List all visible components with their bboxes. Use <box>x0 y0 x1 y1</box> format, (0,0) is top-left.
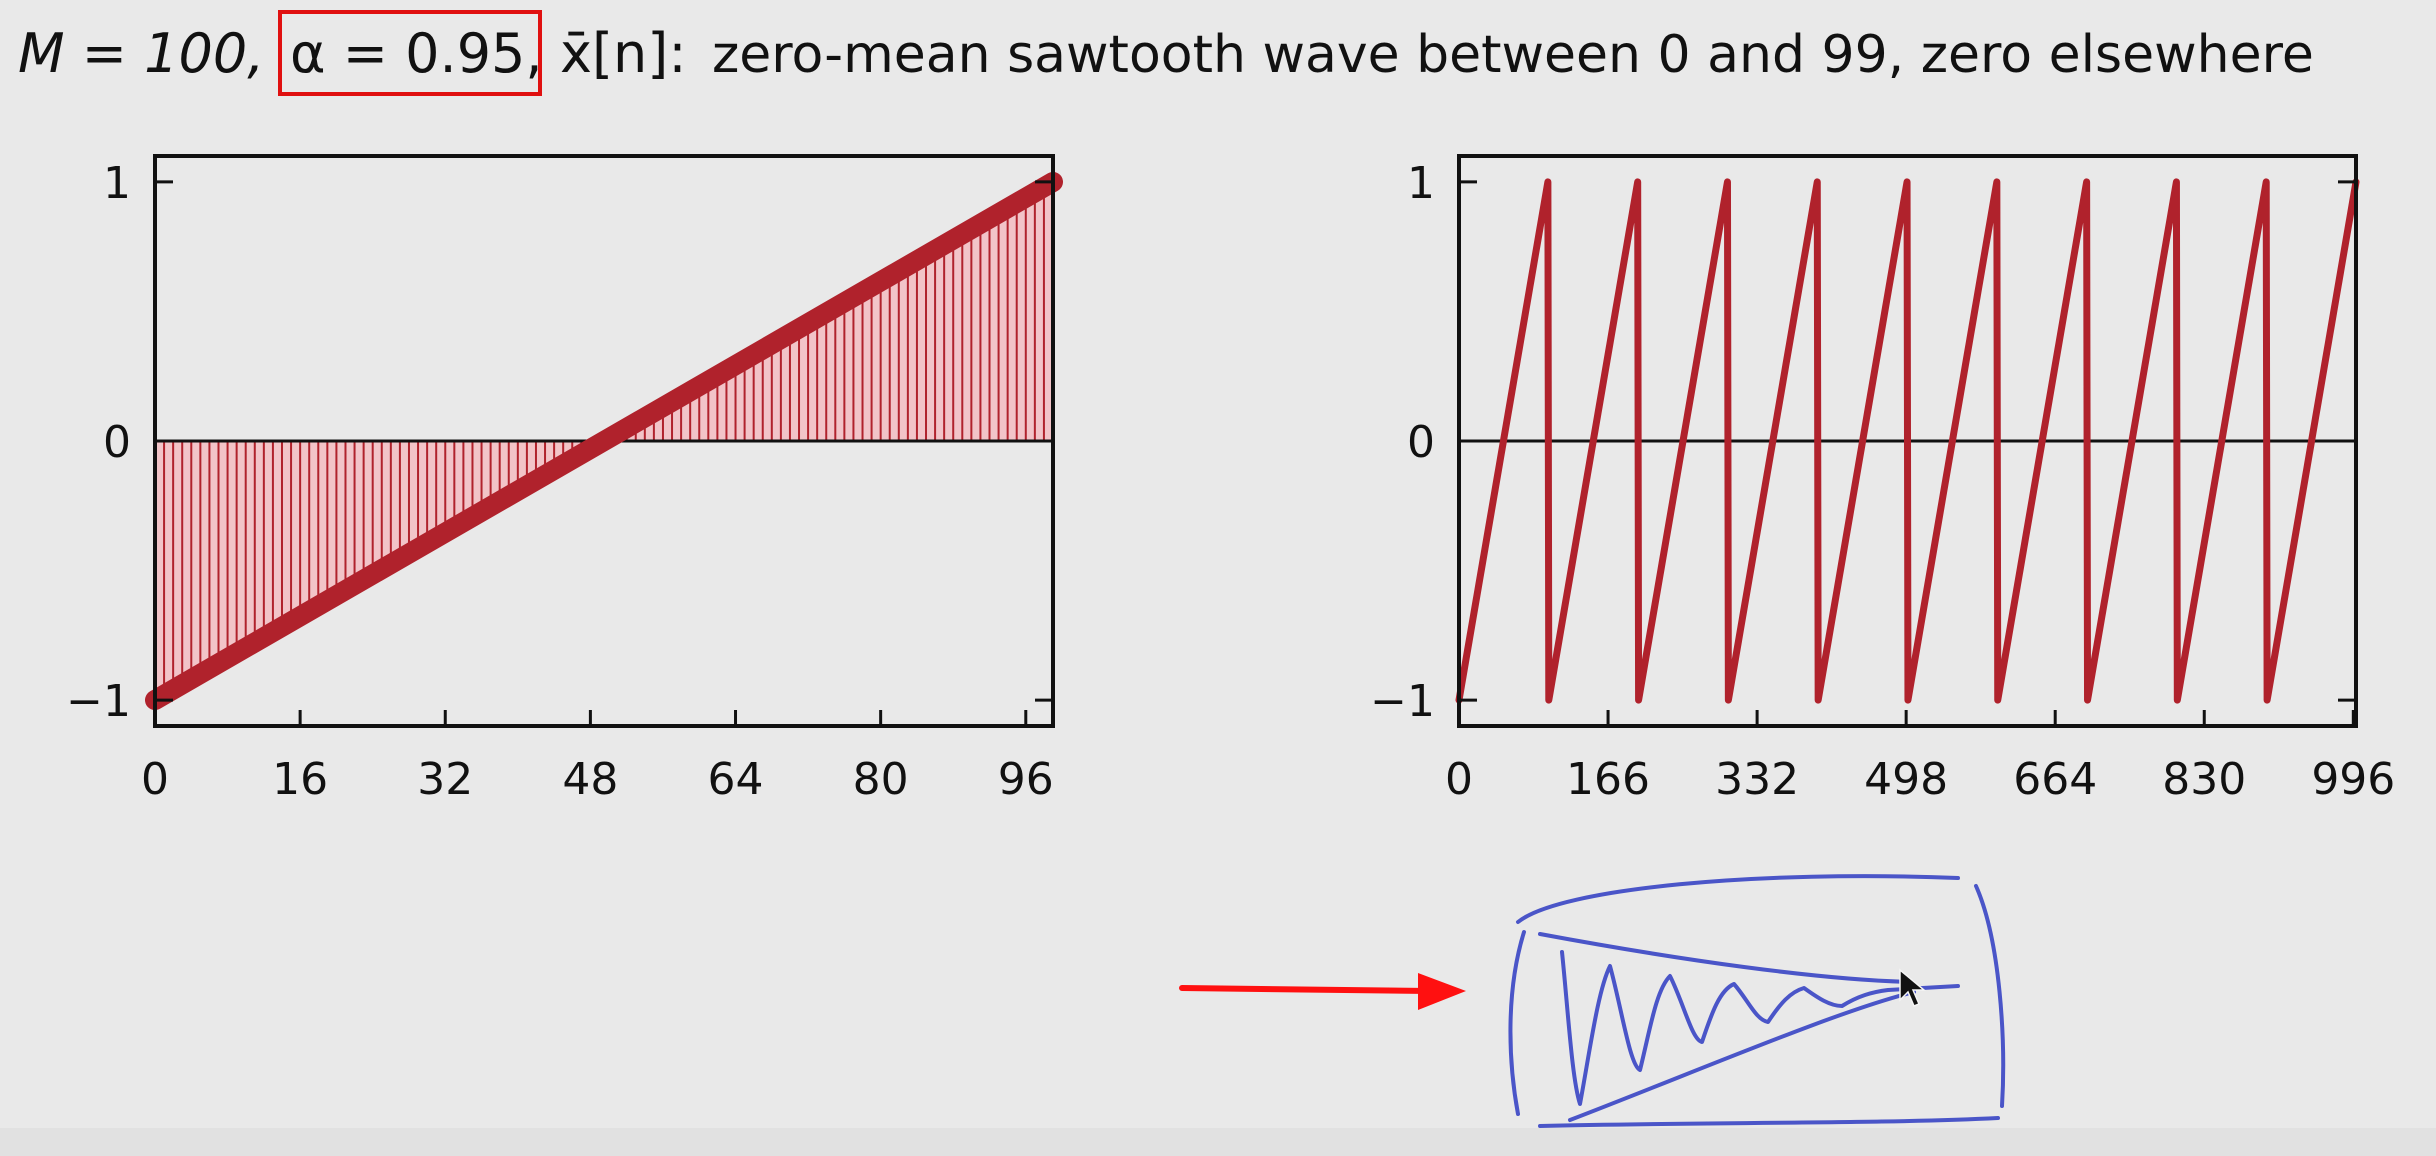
right-sawtooth-series <box>1455 178 2360 704</box>
left-y-ticks: 1 0 −1 <box>66 158 1053 727</box>
left-xtick-label-3: 48 <box>562 754 618 805</box>
sketch-envelope-bottom <box>1568 990 1916 1122</box>
left-xtick-label-4: 64 <box>708 754 764 805</box>
left-ytick-label-0: 1 <box>103 158 131 209</box>
right-xtick-label-4: 664 <box>2013 754 2097 805</box>
sketch-box-top <box>1516 874 1960 924</box>
alpha-highlight-box <box>278 10 542 96</box>
title-signal-part: x̄[n]: <box>560 22 687 85</box>
left-xtick-label-0: 0 <box>141 754 169 805</box>
right-xtick-label-1: 166 <box>1566 754 1650 805</box>
right-ytick-label-0: 1 <box>1407 158 1435 209</box>
arrow-head <box>1418 973 1466 1010</box>
left-envelope-group <box>145 171 1063 711</box>
left-ytick-label-2: −1 <box>66 676 131 727</box>
sketch-box-right <box>1974 884 2006 1108</box>
right-series-group <box>1455 178 2360 704</box>
title-m-part: M = 100, <box>18 22 264 85</box>
title-alpha-part: α = 0.95, <box>290 22 543 85</box>
chart-left-stem-plot: 10−1 0 16 32 48 64 80 96 <box>66 154 1063 805</box>
bottom-shadow-band <box>0 1128 2436 1156</box>
right-ytick-label-1: 0 <box>1407 417 1435 468</box>
left-x-ticks: 0 16 32 48 64 80 96 <box>141 710 1054 805</box>
left-xtick-label-6: 96 <box>998 754 1054 805</box>
right-xtick-label-5: 830 <box>2162 754 2246 805</box>
mouse-cursor-icon <box>1899 968 1927 1007</box>
sketch-envelope-top <box>1538 932 1914 984</box>
right-xtick-label-2: 332 <box>1715 754 1799 805</box>
red-arrow-annotation <box>1179 973 1466 1010</box>
arrow-shaft <box>1179 985 1433 994</box>
sketch-box-left <box>1508 930 1526 1116</box>
sketch-box-bottom <box>1538 1116 2000 1128</box>
chart-right-periodic-plot: 10−1 0 166 332 498 664 830 996 <box>1370 154 2395 805</box>
left-ytick-label-1: 0 <box>103 417 131 468</box>
left-xtick-label-5: 80 <box>853 754 909 805</box>
left-xtick-label-1: 16 <box>272 754 328 805</box>
right-x-ticks: 0 166 332 498 664 830 996 <box>1445 710 2395 805</box>
right-xtick-label-3: 498 <box>1864 754 1948 805</box>
title-description: zero-mean sawtooth wave between 0 and 99… <box>712 25 2314 85</box>
left-stem-heads-line <box>145 171 1063 711</box>
right-y-ticks: 1 0 −1 <box>1370 158 2356 727</box>
right-xtick-label-0: 0 <box>1445 754 1473 805</box>
hand-sketch-annotation <box>1508 874 2006 1128</box>
slide-title: M = 100, α = 0.95, x̄[n]: zero-mean sawt… <box>18 22 2314 85</box>
sketch-damped-oscillation <box>1560 950 1960 1106</box>
right-ytick-label-2: −1 <box>1370 676 1435 727</box>
left-xtick-label-2: 32 <box>417 754 473 805</box>
right-xtick-label-6: 996 <box>2311 754 2395 805</box>
